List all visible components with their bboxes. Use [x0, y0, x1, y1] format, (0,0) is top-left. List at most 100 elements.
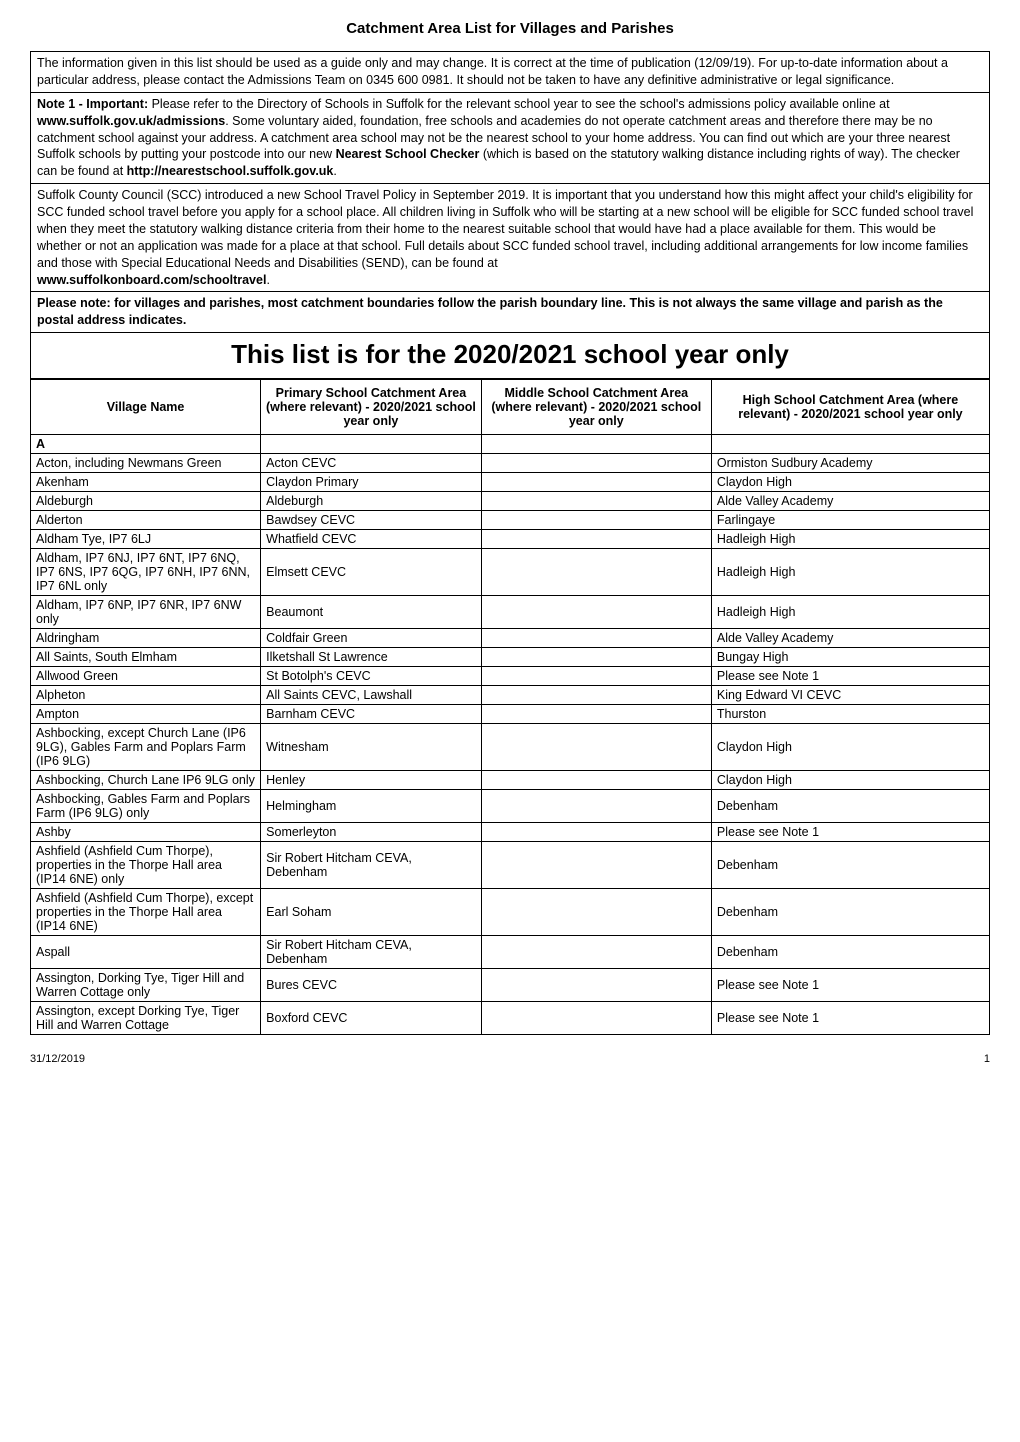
table-cell: All Saints, South Elmham: [31, 648, 261, 667]
table-cell: Thurston: [711, 705, 989, 724]
table-cell: Barnham CEVC: [261, 705, 482, 724]
table-cell: Ashbocking, except Church Lane (IP6 9LG)…: [31, 724, 261, 771]
table-cell: St Botolph's CEVC: [261, 667, 482, 686]
table-cell: Alde Valley Academy: [711, 492, 989, 511]
table-cell: [481, 511, 711, 530]
table-row: Aldham, IP7 6NP, IP7 6NR, IP7 6NW onlyBe…: [31, 596, 990, 629]
table-cell: Aldringham: [31, 629, 261, 648]
table-cell: [481, 823, 711, 842]
table-row: AldertonBawdsey CEVCFarlingaye: [31, 511, 990, 530]
table-row: Aldham, IP7 6NJ, IP7 6NT, IP7 6NQ, IP7 6…: [31, 549, 990, 596]
table-cell: Coldfair Green: [261, 629, 482, 648]
table-cell: [481, 889, 711, 936]
table-cell: [481, 648, 711, 667]
table-cell: [481, 549, 711, 596]
table-cell: Ampton: [31, 705, 261, 724]
table-row: Assington, except Dorking Tye, Tiger Hil…: [31, 1002, 990, 1035]
note1-a: Please refer to the Directory of Schools…: [148, 97, 889, 111]
table-cell: Aldham, IP7 6NP, IP7 6NR, IP7 6NW only: [31, 596, 261, 629]
section-row-a: A: [31, 435, 990, 454]
table-cell: Bungay High: [711, 648, 989, 667]
table-cell: Debenham: [711, 842, 989, 889]
col-header-high: High School Catchment Area (where releva…: [711, 380, 989, 435]
table-cell: Assington, Dorking Tye, Tiger Hill and W…: [31, 969, 261, 1002]
page-footer: 31/12/2019 1: [30, 1053, 990, 1065]
table-cell: Alde Valley Academy: [711, 629, 989, 648]
table-cell: Claydon Primary: [261, 473, 482, 492]
table-cell: Claydon High: [711, 473, 989, 492]
table-cell: Assington, except Dorking Tye, Tiger Hil…: [31, 1002, 261, 1035]
infobox-publication: The information given in this list shoul…: [30, 51, 990, 93]
note1-lead: Note 1 - Important:: [37, 97, 148, 111]
table-cell: Beaumont: [261, 596, 482, 629]
table-cell: Alderton: [31, 511, 261, 530]
section-empty-3: [711, 435, 989, 454]
table-row: Assington, Dorking Tye, Tiger Hill and W…: [31, 969, 990, 1002]
table-cell: Claydon High: [711, 724, 989, 771]
please-note-text: Please note: for villages and parishes, …: [37, 296, 943, 327]
table-cell: [481, 454, 711, 473]
table-cell: Sir Robert Hitcham CEVA, Debenham: [261, 936, 482, 969]
table-cell: Whatfield CEVC: [261, 530, 482, 549]
table-cell: King Edward VI CEVC: [711, 686, 989, 705]
table-cell: Elmsett CEVC: [261, 549, 482, 596]
table-cell: Claydon High: [711, 771, 989, 790]
table-cell: [481, 667, 711, 686]
table-row: AkenhamClaydon PrimaryClaydon High: [31, 473, 990, 492]
note1-url1: www.suffolk.gov.uk/admissions: [37, 114, 225, 128]
table-cell: [481, 530, 711, 549]
table-cell: Ashby: [31, 823, 261, 842]
table-cell: Acton CEVC: [261, 454, 482, 473]
table-cell: [481, 629, 711, 648]
table-cell: [481, 705, 711, 724]
table-cell: Hadleigh High: [711, 530, 989, 549]
col-header-middle: Middle School Catchment Area (where rele…: [481, 380, 711, 435]
section-empty-1: [261, 435, 482, 454]
note1-bold2: Nearest School Checker: [336, 147, 480, 161]
infobox-travel-policy: Suffolk County Council (SCC) introduced …: [30, 184, 990, 292]
page-title: Catchment Area List for Villages and Par…: [30, 20, 990, 37]
table-cell: [481, 724, 711, 771]
table-cell: Aspall: [31, 936, 261, 969]
table-cell: Debenham: [711, 936, 989, 969]
table-cell: Somerleyton: [261, 823, 482, 842]
table-cell: Aldeburgh: [31, 492, 261, 511]
table-row: AldeburghAldeburgh Alde Valley Academy: [31, 492, 990, 511]
table-cell: Bures CEVC: [261, 969, 482, 1002]
table-row: Ashfield (Ashfield Cum Thorpe), except p…: [31, 889, 990, 936]
table-row: AlphetonAll Saints CEVC, LawshallKing Ed…: [31, 686, 990, 705]
table-cell: Witnesham: [261, 724, 482, 771]
table-cell: Ashfield (Ashfield Cum Thorpe), except p…: [31, 889, 261, 936]
table-row: Ashbocking, Church Lane IP6 9LG onlyHenl…: [31, 771, 990, 790]
table-header-row: Village Name Primary School Catchment Ar…: [31, 380, 990, 435]
col-header-primary: Primary School Catchment Area (where rel…: [261, 380, 482, 435]
table-cell: Boxford CEVC: [261, 1002, 482, 1035]
table-cell: Hadleigh High: [711, 596, 989, 629]
table-cell: [481, 790, 711, 823]
table-cell: Debenham: [711, 790, 989, 823]
table-cell: Please see Note 1: [711, 1002, 989, 1035]
table-cell: [481, 596, 711, 629]
table-cell: Helmingham: [261, 790, 482, 823]
table-cell: Henley: [261, 771, 482, 790]
table-cell: [481, 686, 711, 705]
table-cell: Aldham Tye, IP7 6LJ: [31, 530, 261, 549]
table-row: AmptonBarnham CEVC Thurston: [31, 705, 990, 724]
table-cell: Allwood Green: [31, 667, 261, 686]
table-cell: Alpheton: [31, 686, 261, 705]
footer-date: 31/12/2019: [30, 1053, 85, 1065]
section-empty-2: [481, 435, 711, 454]
table-cell: Aldeburgh: [261, 492, 482, 511]
table-cell: Aldham, IP7 6NJ, IP7 6NT, IP7 6NQ, IP7 6…: [31, 549, 261, 596]
travel-url: www.suffolkonboard.com/schooltravel: [37, 273, 266, 287]
table-row: AshbySomerleyton Please see Note 1: [31, 823, 990, 842]
col-header-village: Village Name: [31, 380, 261, 435]
table-row: AldringhamColdfair Green Alde Valley Acad…: [31, 629, 990, 648]
table-row: Ashbocking, Gables Farm and Poplars Farm…: [31, 790, 990, 823]
table-cell: Ashbocking, Gables Farm and Poplars Farm…: [31, 790, 261, 823]
table-cell: Please see Note 1: [711, 823, 989, 842]
table-cell: Earl Soham: [261, 889, 482, 936]
table-cell: [481, 969, 711, 1002]
table-row: All Saints, South ElmhamIlketshall St La…: [31, 648, 990, 667]
table-cell: [481, 842, 711, 889]
